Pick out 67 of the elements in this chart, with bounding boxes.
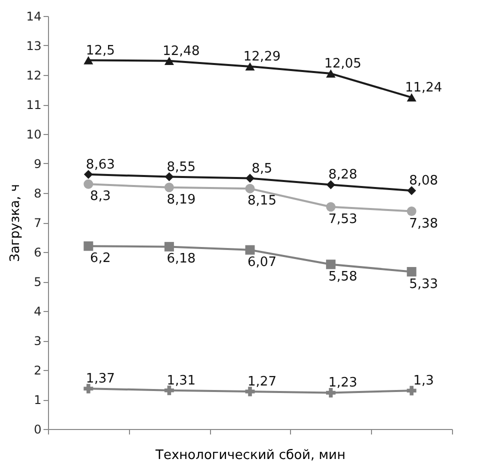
point <box>406 386 416 396</box>
y-tick-label: 3 <box>34 334 42 348</box>
point <box>245 245 255 255</box>
y-tick-label: 6 <box>34 246 42 260</box>
point <box>406 93 416 102</box>
data-label: 11,24 <box>404 80 442 96</box>
y-tick-label: 5 <box>34 275 42 289</box>
y-tick-label: 1 <box>34 393 42 407</box>
point <box>84 170 93 179</box>
point <box>326 180 336 190</box>
y-tick-label: 14 <box>26 10 42 24</box>
point <box>164 172 174 182</box>
y-axis-title: Загрузка, ч <box>8 184 24 262</box>
point <box>326 388 336 398</box>
point <box>84 179 94 189</box>
data-label: 6,07 <box>248 254 276 270</box>
point <box>84 241 94 251</box>
data-label: 8,3 <box>90 189 111 204</box>
data-label: 8,55 <box>166 160 196 175</box>
point <box>406 267 416 277</box>
data-label: 1,31 <box>166 373 196 388</box>
data-label: 8,15 <box>248 194 276 209</box>
data-label: 1,23 <box>328 376 358 391</box>
data-label: 6,18 <box>166 252 196 267</box>
y-tick-label: 7 <box>34 216 42 230</box>
point <box>164 242 174 252</box>
data-label: 1,3 <box>413 374 434 389</box>
data-label: 8,63 <box>86 157 115 172</box>
data-label: 1,37 <box>86 372 115 387</box>
data-label: 8,08 <box>409 174 438 189</box>
data-label: 5,58 <box>328 269 358 284</box>
point <box>84 384 94 394</box>
y-tick-label: 8 <box>34 186 42 200</box>
y-tick-label: 9 <box>34 157 42 171</box>
y-tick-label: 11 <box>26 98 42 112</box>
point <box>245 386 255 396</box>
point <box>164 56 174 65</box>
data-label: 12,05 <box>324 56 362 72</box>
y-tick-label: 2 <box>34 364 42 378</box>
x-axis-title: Технологический сбой, мин <box>154 448 346 463</box>
data-label: 12,5 <box>86 43 115 58</box>
point <box>245 184 255 194</box>
point <box>245 62 255 71</box>
data-label: 7,53 <box>328 212 358 227</box>
data-label: 7,38 <box>409 216 438 232</box>
y-tick-label: 12 <box>26 68 42 82</box>
data-label: 8,5 <box>252 161 272 176</box>
y-tick-label: 0 <box>34 422 42 436</box>
point <box>407 186 416 196</box>
data-label: 8,19 <box>166 192 196 208</box>
data-label: 12,48 <box>162 44 200 59</box>
y-tick-label: 13 <box>26 39 42 53</box>
point <box>326 260 336 270</box>
point <box>84 56 94 64</box>
y-tick-label: 10 <box>26 128 42 142</box>
point <box>246 174 254 183</box>
data-label: 8,28 <box>328 168 358 183</box>
data-label: 12,29 <box>243 49 281 64</box>
y-tick-label: 4 <box>34 304 42 318</box>
data-label: 5,33 <box>409 276 438 292</box>
point <box>164 182 174 192</box>
point <box>406 206 416 216</box>
data-label: 1,27 <box>248 374 276 390</box>
point <box>326 202 336 212</box>
point <box>326 69 336 78</box>
data-label: 6,2 <box>90 251 111 266</box>
point <box>164 386 174 396</box>
